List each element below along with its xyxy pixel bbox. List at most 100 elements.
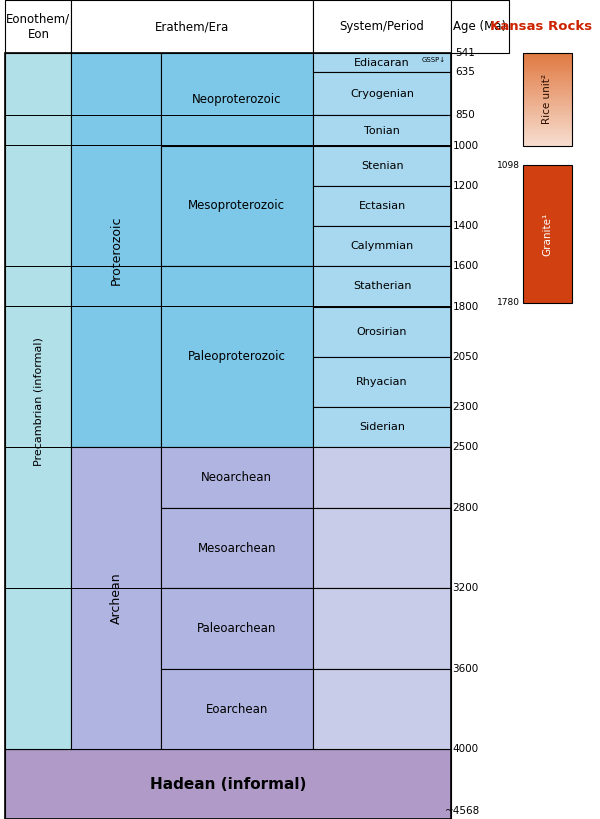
Bar (451, 0, 509, 53)
Bar (523, 116, 572, 118)
Bar (313, 306, 451, 357)
Bar (523, 61, 572, 62)
Text: Calymmian: Calymmian (350, 242, 414, 251)
Text: 1780: 1780 (497, 298, 520, 307)
Text: Archean: Archean (110, 572, 122, 624)
Bar (523, 121, 572, 123)
Text: 1600: 1600 (452, 261, 479, 271)
Text: 635: 635 (455, 67, 475, 77)
Bar (523, 60, 572, 61)
Bar (523, 76, 572, 78)
Bar (523, 139, 572, 141)
Text: 4000: 4000 (452, 744, 479, 754)
Bar (313, 0, 451, 53)
Bar (523, 107, 572, 109)
Bar (5, 53, 451, 819)
Bar (523, 109, 572, 111)
Bar (161, 588, 313, 669)
Bar (523, 118, 572, 120)
Bar (523, 111, 572, 113)
Bar (523, 99, 572, 101)
Bar (523, 57, 572, 58)
Text: Tonian: Tonian (364, 125, 400, 135)
Text: Kansas Rocks: Kansas Rocks (490, 20, 593, 33)
Text: Neoarchean: Neoarchean (202, 471, 272, 484)
Bar (71, 53, 161, 447)
Bar (523, 132, 572, 133)
Bar (523, 67, 572, 69)
Bar (523, 97, 572, 98)
Bar (523, 125, 572, 127)
Text: Ediacaran: Ediacaran (354, 57, 410, 68)
Bar (523, 93, 572, 95)
Bar (523, 83, 572, 84)
Text: Eonothem/
Eon: Eonothem/ Eon (7, 12, 70, 41)
Bar (523, 133, 572, 135)
Bar (523, 120, 572, 121)
Bar (313, 266, 451, 306)
Text: 850: 850 (455, 111, 475, 120)
Text: 1800: 1800 (452, 301, 479, 311)
Text: System/Period: System/Period (340, 20, 425, 33)
Bar (523, 129, 572, 130)
Bar (523, 138, 572, 139)
Bar (523, 53, 572, 55)
Bar (523, 73, 572, 75)
Text: 2050: 2050 (452, 352, 479, 362)
Bar (523, 115, 572, 116)
Text: Granite¹: Granite¹ (542, 212, 553, 256)
Text: Precambrian (informal): Precambrian (informal) (34, 337, 43, 466)
Text: Age (Ma): Age (Ma) (454, 20, 506, 33)
Text: GSSP↓: GSSP↓ (421, 57, 445, 62)
Bar (523, 102, 572, 104)
Text: Ectasian: Ectasian (358, 201, 406, 211)
Text: 3600: 3600 (452, 664, 479, 674)
Bar (313, 186, 451, 226)
Bar (523, 101, 572, 102)
Bar (5, 0, 71, 53)
Bar (523, 124, 572, 125)
Bar (523, 53, 572, 146)
Bar (523, 137, 572, 138)
Bar (523, 144, 572, 146)
Bar (5, 749, 451, 819)
Bar (523, 75, 572, 76)
Bar (313, 146, 451, 186)
Bar (523, 87, 572, 88)
Bar (71, 0, 313, 53)
Bar (313, 357, 451, 407)
Text: 1000: 1000 (452, 141, 479, 151)
Text: ~4568: ~4568 (445, 806, 480, 816)
Text: 2300: 2300 (452, 402, 479, 412)
Text: Cryogenian: Cryogenian (350, 88, 414, 99)
Text: Eoarchean: Eoarchean (206, 703, 268, 716)
Bar (523, 130, 572, 132)
Text: Neoproterozoic: Neoproterozoic (192, 93, 281, 106)
Text: Stenian: Stenian (361, 161, 403, 170)
Bar (313, 72, 451, 115)
Bar (161, 669, 313, 749)
Bar (523, 98, 572, 99)
Bar (523, 141, 572, 143)
Text: Orosirian: Orosirian (357, 327, 407, 337)
Bar (161, 508, 313, 588)
Text: Statherian: Statherian (353, 282, 412, 292)
Bar (523, 55, 572, 57)
Bar (161, 266, 313, 447)
Bar (313, 669, 451, 749)
Bar (523, 66, 572, 67)
Bar (523, 106, 572, 107)
Bar (161, 447, 313, 508)
Bar (71, 447, 161, 749)
Bar (523, 104, 572, 106)
Bar (523, 90, 572, 92)
Bar (523, 81, 572, 83)
Bar (523, 79, 572, 81)
Bar (523, 165, 572, 302)
Bar (161, 53, 313, 146)
Bar (523, 85, 572, 87)
Bar (523, 58, 572, 60)
Bar (523, 84, 572, 85)
Bar (523, 135, 572, 137)
Text: Mesoproterozoic: Mesoproterozoic (188, 200, 286, 212)
